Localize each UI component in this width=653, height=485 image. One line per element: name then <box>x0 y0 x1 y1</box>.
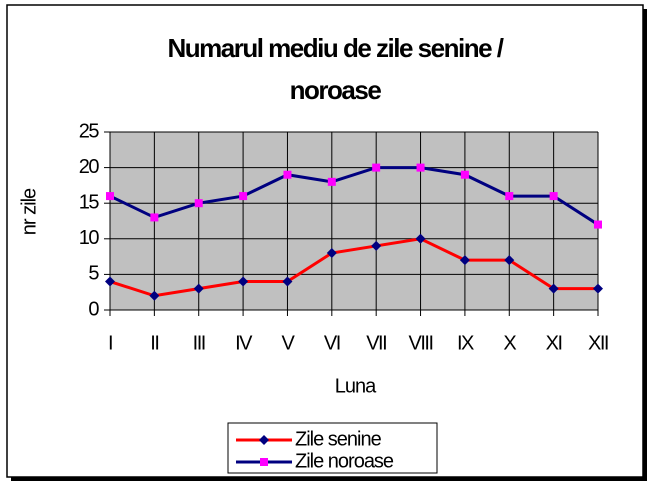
data-point <box>238 276 249 287</box>
x-tick-label: X <box>503 332 516 354</box>
data-point <box>283 170 292 179</box>
x-tick-label: VII <box>366 332 386 354</box>
x-tick-label: VI <box>324 332 340 354</box>
x-tick-label: XI <box>546 332 562 354</box>
plot-area <box>110 132 598 310</box>
legend-label: Zile noroase <box>295 450 394 472</box>
data-point <box>282 276 293 287</box>
data-point <box>326 248 337 259</box>
data-point <box>193 283 204 294</box>
y-axis-label-group: nr zile <box>18 188 40 235</box>
data-point <box>415 233 426 244</box>
x-tick-label: II <box>150 332 158 354</box>
chart-title: noroase <box>290 75 382 105</box>
x-tick-label: IV <box>235 332 253 354</box>
data-point <box>594 220 602 229</box>
data-point <box>593 283 603 294</box>
data-point <box>371 240 382 251</box>
data-point <box>149 290 160 301</box>
x-tick-label: VIII <box>409 332 433 354</box>
legend-label: Zile senine <box>295 428 382 450</box>
data-point <box>505 192 514 201</box>
data-point <box>460 170 469 179</box>
data-point <box>548 283 559 294</box>
y-tick-label: 0 <box>88 298 99 320</box>
x-tick-label: I <box>108 332 112 354</box>
data-point <box>106 192 114 201</box>
y-tick-label: 10 <box>79 227 100 249</box>
data-point <box>504 255 515 266</box>
data-point <box>372 163 381 172</box>
x-tick-label: V <box>282 332 296 354</box>
x-tick-label: XII <box>588 332 608 354</box>
data-point <box>327 177 336 186</box>
x-axis-label: Luna <box>335 375 377 397</box>
data-point <box>105 276 115 287</box>
series-line <box>109 237 598 298</box>
x-tick-label: IX <box>457 332 474 354</box>
data-point <box>549 192 558 201</box>
data-point <box>239 192 248 201</box>
chart-title: Numarul mediu de zile senine / <box>168 33 504 63</box>
y-tick-label: 5 <box>88 263 99 285</box>
y-axis-label: nr zile <box>18 188 40 235</box>
y-tick-label: 15 <box>79 191 100 213</box>
y-tick-label: 20 <box>79 156 100 178</box>
y-tick-label: 25 <box>79 120 100 142</box>
data-point <box>194 199 203 208</box>
x-tick-label: III <box>193 332 205 354</box>
series-line <box>109 166 599 226</box>
data-point <box>150 213 159 222</box>
legend-marker <box>260 458 268 466</box>
data-point <box>416 163 425 172</box>
legend-marker <box>259 435 269 445</box>
data-point <box>459 255 470 266</box>
